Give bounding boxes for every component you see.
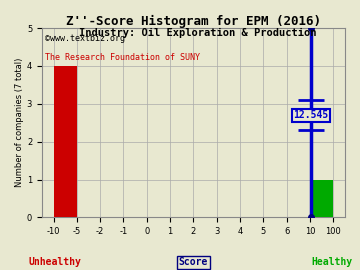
Text: ©www.textbiz.org: ©www.textbiz.org <box>45 34 125 43</box>
Text: The Research Foundation of SUNY: The Research Foundation of SUNY <box>45 53 200 62</box>
Text: Unhealthy: Unhealthy <box>28 257 81 267</box>
Text: Score: Score <box>179 257 208 267</box>
Text: Healthy: Healthy <box>312 257 353 267</box>
Bar <box>310 180 333 217</box>
Y-axis label: Number of companies (7 total): Number of companies (7 total) <box>15 58 24 187</box>
Bar <box>54 142 68 217</box>
Text: Industry: Oil Exploration & Production: Industry: Oil Exploration & Production <box>79 28 317 38</box>
Text: 12.545: 12.545 <box>293 110 328 120</box>
Bar <box>54 66 77 217</box>
Title: Z''-Score Histogram for EPM (2016): Z''-Score Histogram for EPM (2016) <box>66 15 321 28</box>
